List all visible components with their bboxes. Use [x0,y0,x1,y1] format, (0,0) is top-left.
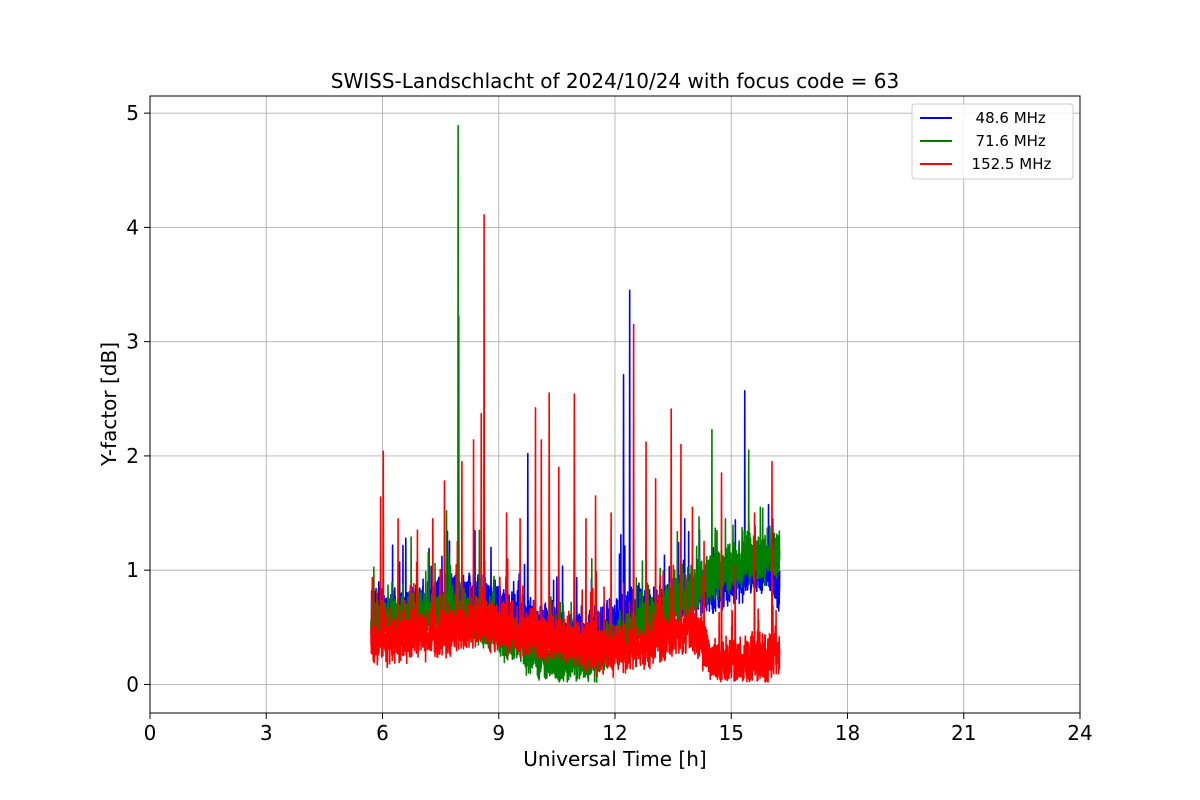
x-tick-label: 9 [492,721,505,745]
chart-title: SWISS-Landschlacht of 2024/10/24 with fo… [331,69,899,93]
x-tick-label: 3 [260,721,273,745]
y-tick-label: 0 [126,672,139,696]
legend-label-152-5: 152.5 MHz [962,155,1051,173]
y-tick-label: 5 [126,101,139,125]
x-axis-label: Universal Time [h] [523,747,706,771]
series-line-152-5-mhz [370,214,781,683]
y-tick-label: 2 [126,444,139,468]
x-tick-label: 0 [144,721,157,745]
y-tick-label: 3 [126,330,139,354]
y-tick-label: 1 [126,558,139,582]
x-tick-label: 18 [835,721,860,745]
x-tick-label: 12 [602,721,627,745]
y-tick-label: 4 [126,215,139,239]
legend-label-48-6: 48.6 MHz [966,109,1046,127]
x-tick-label: 6 [376,721,389,745]
legend: 48.6 MHz 71.6 MHz 152.5 MHz [911,103,1074,180]
x-tick-label: 24 [1067,721,1092,745]
legend-box [911,103,1074,180]
x-tick-label: 21 [951,721,976,745]
legend-label-71-6: 71.6 MHz [966,132,1046,150]
y-axis-label: Y-factor [dB] [97,342,121,467]
x-tick-label: 15 [719,721,744,745]
series-lines [370,124,781,683]
